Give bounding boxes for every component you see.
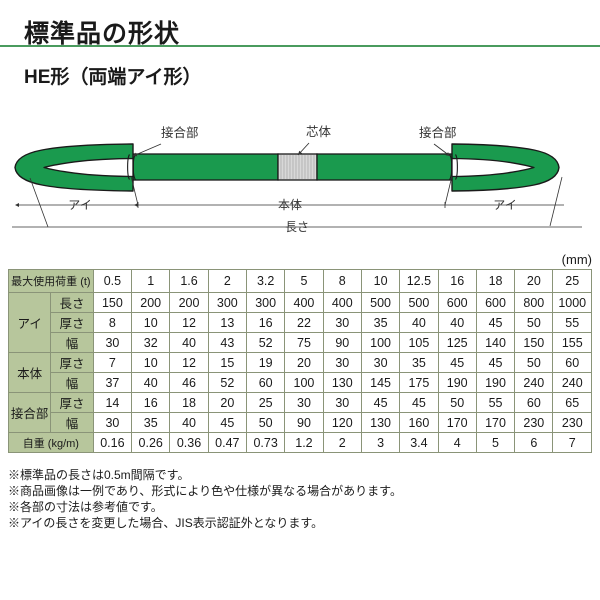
svg-text:アイ: アイ: [68, 198, 91, 212]
svg-text:長さ: 長さ: [285, 220, 309, 234]
svg-text:アイ: アイ: [493, 198, 516, 212]
svg-text:接合部: 接合部: [419, 125, 457, 140]
svg-text:接合部: 接合部: [161, 125, 199, 140]
svg-text:本体: 本体: [278, 198, 302, 212]
svg-text:芯体: 芯体: [306, 125, 332, 139]
